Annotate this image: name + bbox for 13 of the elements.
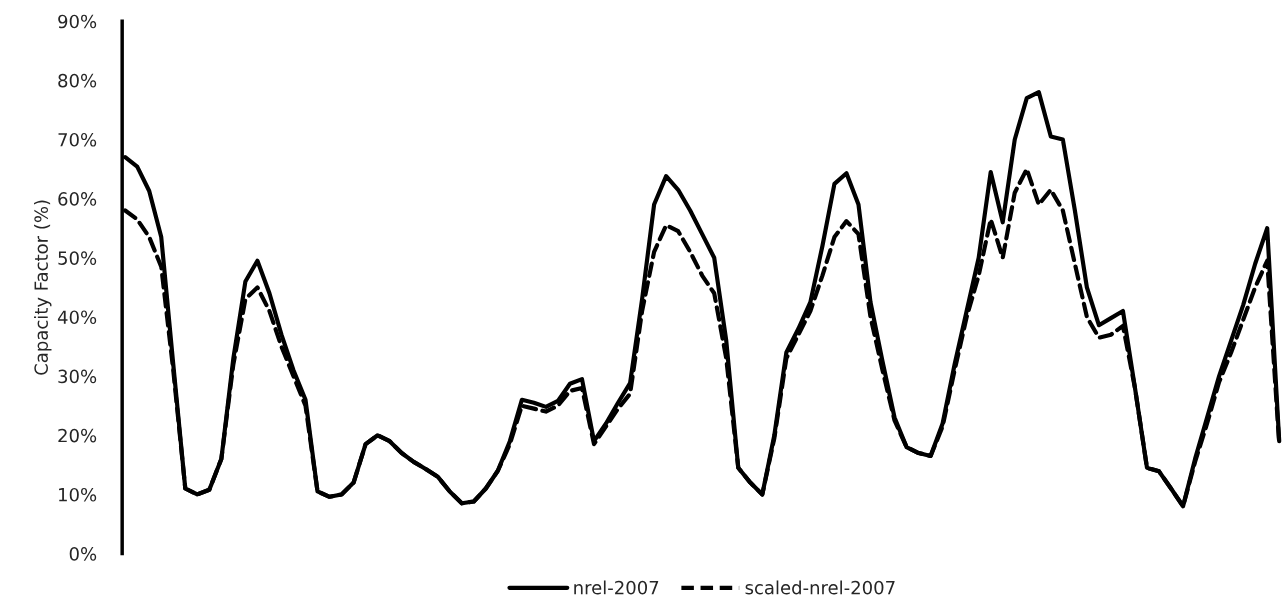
y-tick-label: 70%: [58, 132, 97, 147]
y-axis-title: Capacity Factor (%): [34, 200, 52, 375]
y-tick-label: 60%: [58, 192, 97, 206]
y-tick-label: 40%: [57, 310, 97, 325]
y-tick-label: 20%: [58, 428, 97, 443]
y-tick-label: 90%: [58, 14, 97, 29]
legend-label: scaled-nrel-2007: [745, 580, 895, 595]
y-tick-label: 30%: [58, 369, 97, 384]
legend-label: nrel-2007: [574, 580, 659, 595]
y-tick-label: 0%: [69, 547, 97, 561]
y-tick-label: 50%: [58, 251, 97, 265]
y-tick-label: 10%: [59, 487, 97, 502]
y-tick-label: 80%: [58, 73, 97, 88]
